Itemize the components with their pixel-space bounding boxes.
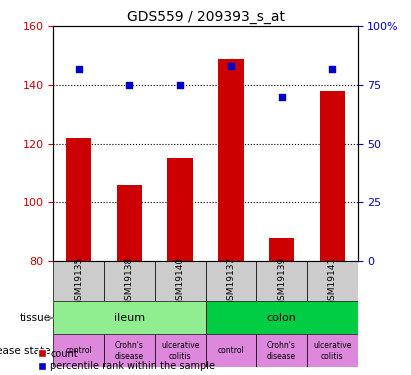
Point — [126, 82, 133, 88]
Text: GSM19140: GSM19140 — [175, 257, 185, 306]
FancyBboxPatch shape — [53, 334, 104, 368]
Title: GDS559 / 209393_s_at: GDS559 / 209393_s_at — [127, 10, 284, 24]
FancyBboxPatch shape — [53, 302, 206, 334]
Text: control: control — [217, 346, 244, 355]
Legend: count, percentile rank within the sample: count, percentile rank within the sample — [38, 348, 215, 372]
Text: GSM19138: GSM19138 — [125, 256, 134, 306]
FancyBboxPatch shape — [307, 261, 358, 302]
Text: Crohn's
disease: Crohn's disease — [115, 341, 144, 361]
Bar — [66, 138, 91, 261]
FancyBboxPatch shape — [256, 334, 307, 368]
FancyBboxPatch shape — [307, 334, 358, 368]
FancyBboxPatch shape — [206, 261, 256, 302]
Point — [329, 66, 335, 72]
Bar — [269, 238, 294, 261]
Point — [278, 94, 285, 100]
FancyBboxPatch shape — [104, 261, 155, 302]
Text: tissue: tissue — [19, 313, 51, 323]
Point — [76, 66, 82, 72]
Text: ileum: ileum — [114, 313, 145, 323]
Text: Crohn's
disease: Crohn's disease — [267, 341, 296, 361]
FancyBboxPatch shape — [155, 334, 206, 368]
Bar — [117, 185, 142, 261]
Point — [228, 63, 234, 69]
Text: control: control — [65, 346, 92, 355]
FancyBboxPatch shape — [53, 261, 104, 302]
Point — [177, 82, 183, 88]
Bar — [319, 91, 345, 261]
Bar — [168, 158, 193, 261]
Bar — [218, 58, 243, 261]
FancyBboxPatch shape — [155, 261, 206, 302]
FancyBboxPatch shape — [206, 334, 256, 368]
FancyBboxPatch shape — [104, 334, 155, 368]
FancyBboxPatch shape — [206, 302, 358, 334]
Text: GSM19141: GSM19141 — [328, 257, 337, 306]
Text: disease state: disease state — [0, 346, 51, 356]
Text: ulcerative
colitis: ulcerative colitis — [161, 341, 199, 361]
Text: ulcerative
colitis: ulcerative colitis — [313, 341, 351, 361]
Text: GSM19139: GSM19139 — [277, 256, 286, 306]
Text: GSM19137: GSM19137 — [226, 256, 236, 306]
FancyBboxPatch shape — [256, 261, 307, 302]
Text: GSM19135: GSM19135 — [74, 256, 83, 306]
Text: colon: colon — [267, 313, 296, 323]
